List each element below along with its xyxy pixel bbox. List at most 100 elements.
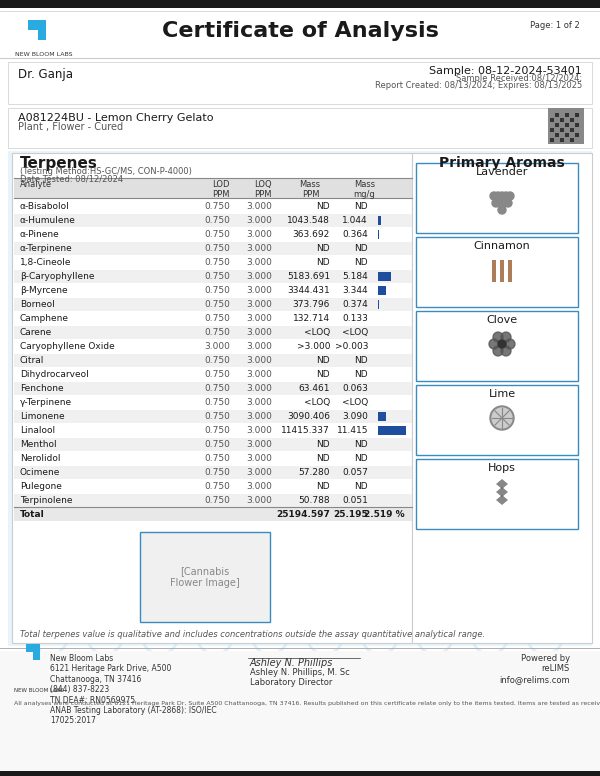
Text: 3.000: 3.000: [246, 216, 272, 225]
Text: 3.000: 3.000: [246, 300, 272, 309]
Bar: [14, 382, 412, 395]
Circle shape: [492, 408, 512, 428]
Text: Dr. Ganja: Dr. Ganja: [18, 68, 73, 81]
Text: β-Myrcene: β-Myrcene: [20, 286, 68, 295]
Text: Primary Aromas: Primary Aromas: [439, 156, 565, 170]
Bar: [555, 123, 559, 127]
Text: 0.750: 0.750: [204, 300, 230, 309]
Text: 3.000: 3.000: [246, 426, 272, 435]
Bar: [14, 298, 412, 311]
Text: 0.364: 0.364: [342, 230, 368, 239]
Text: ND: ND: [316, 482, 330, 491]
Text: ND: ND: [316, 258, 330, 267]
Circle shape: [493, 332, 503, 342]
Bar: [378, 216, 380, 225]
Text: 3.000: 3.000: [204, 342, 230, 351]
Text: 11415.337: 11415.337: [281, 426, 330, 435]
Bar: [416, 237, 578, 307]
Bar: [14, 178, 412, 198]
Text: 0.750: 0.750: [204, 258, 230, 267]
Text: 0.374: 0.374: [342, 300, 368, 309]
Bar: [412, 153, 592, 643]
Text: 0.133: 0.133: [342, 314, 368, 323]
Text: A081224BU - Lemon Cherry Gelato: A081224BU - Lemon Cherry Gelato: [18, 113, 214, 123]
Text: NEW BLOOM LABS: NEW BLOOM LABS: [15, 52, 73, 57]
Text: Ashley N. Phillips: Ashley N. Phillips: [250, 658, 334, 668]
Text: <LOQ: <LOQ: [304, 328, 330, 337]
Bar: [565, 133, 569, 137]
Text: ND: ND: [316, 356, 330, 365]
Text: 2.519 %: 2.519 %: [364, 510, 405, 519]
Bar: [378, 300, 379, 309]
Text: 0.750: 0.750: [204, 482, 230, 491]
Bar: [560, 118, 564, 122]
Text: Ashley N. Phillips, M. Sc
Laboratory Director: Ashley N. Phillips, M. Sc Laboratory Dir…: [250, 668, 350, 688]
Text: ND: ND: [355, 202, 368, 211]
Bar: [378, 286, 386, 295]
Text: 0.750: 0.750: [204, 370, 230, 379]
Bar: [140, 532, 270, 622]
Text: Borneol: Borneol: [20, 300, 55, 309]
Text: ND: ND: [355, 440, 368, 449]
Text: Total terpenes value is qualitative and includes concentrations outside the assa: Total terpenes value is qualitative and …: [20, 630, 485, 639]
Text: α-Terpinene: α-Terpinene: [20, 244, 73, 253]
Bar: [550, 128, 554, 132]
Text: 3.000: 3.000: [246, 202, 272, 211]
Bar: [560, 128, 564, 132]
Text: Sample Received:08/12/2024;: Sample Received:08/12/2024;: [456, 74, 582, 83]
Text: 3.000: 3.000: [246, 342, 272, 351]
Text: α-Bisabolol: α-Bisabolol: [20, 202, 70, 211]
Bar: [560, 138, 564, 142]
Circle shape: [494, 192, 502, 200]
Text: 50.788: 50.788: [298, 496, 330, 505]
Text: New Bloom Labs
6121 Heritage Park Drive, A500
Chattanooga, TN 37416
(844) 837-82: New Bloom Labs 6121 Heritage Park Drive,…: [50, 654, 217, 726]
Bar: [508, 260, 512, 282]
Text: 0.750: 0.750: [204, 384, 230, 393]
Polygon shape: [496, 495, 508, 505]
Text: 0.750: 0.750: [204, 398, 230, 407]
Text: LOQ
PPM: LOQ PPM: [254, 180, 272, 199]
Text: Total: Total: [20, 510, 45, 519]
Text: Certificate of Analysis: Certificate of Analysis: [161, 21, 439, 41]
Bar: [0, 3, 600, 58]
Bar: [570, 138, 574, 142]
Bar: [12, 153, 412, 643]
Text: 3.000: 3.000: [246, 258, 272, 267]
Bar: [14, 270, 412, 283]
Text: Fenchone: Fenchone: [20, 384, 64, 393]
Bar: [14, 507, 412, 521]
Text: (Testing Method:HS-GC/MS, CON-P-4000): (Testing Method:HS-GC/MS, CON-P-4000): [20, 167, 192, 176]
Circle shape: [498, 206, 506, 214]
Bar: [14, 214, 412, 227]
Text: Powered by
reLIMS
info@relims.com: Powered by reLIMS info@relims.com: [499, 654, 570, 684]
Text: ND: ND: [316, 370, 330, 379]
Text: Lavender: Lavender: [476, 167, 528, 177]
Text: 0.750: 0.750: [204, 216, 230, 225]
Text: Lime: Lime: [488, 389, 515, 399]
Text: 25.195: 25.195: [333, 510, 368, 519]
Text: <LOQ: <LOQ: [342, 398, 368, 407]
Circle shape: [502, 192, 510, 200]
Text: 3.000: 3.000: [246, 496, 272, 505]
Circle shape: [496, 199, 504, 207]
Circle shape: [506, 192, 514, 200]
Text: Terpenes: Terpenes: [20, 156, 98, 171]
Bar: [575, 113, 579, 117]
Text: Mass
mg/g: Mass mg/g: [353, 180, 375, 199]
Bar: [14, 242, 412, 255]
Bar: [14, 494, 412, 507]
Bar: [0, 771, 600, 776]
Circle shape: [489, 339, 499, 349]
Circle shape: [501, 332, 511, 342]
Text: LOD
PPM: LOD PPM: [212, 180, 230, 199]
Text: Ocimene: Ocimene: [20, 468, 61, 477]
Text: 0.750: 0.750: [204, 314, 230, 323]
Text: 3.000: 3.000: [246, 482, 272, 491]
Text: Linalool: Linalool: [20, 426, 55, 435]
Polygon shape: [18, 20, 46, 40]
Bar: [0, 651, 600, 771]
Text: 25194.597: 25194.597: [276, 510, 330, 519]
Text: γ-Terpinene: γ-Terpinene: [20, 398, 72, 407]
Text: 3.000: 3.000: [246, 244, 272, 253]
Text: 0.750: 0.750: [204, 440, 230, 449]
